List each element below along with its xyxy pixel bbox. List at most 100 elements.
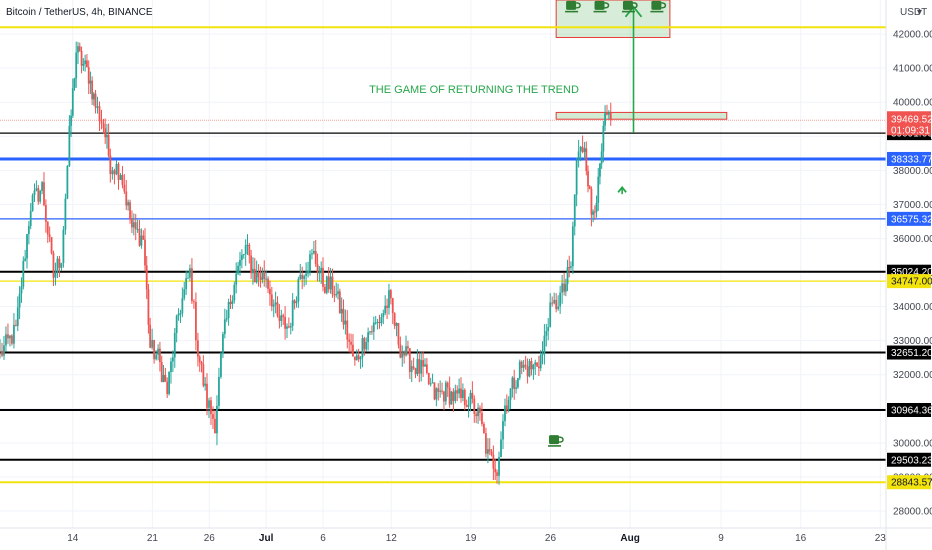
candle-body xyxy=(532,364,535,370)
candle-body xyxy=(195,302,197,341)
candle-body xyxy=(140,235,143,246)
candle-body xyxy=(170,361,172,372)
candle-body xyxy=(193,301,195,303)
candle-body xyxy=(75,52,78,79)
candle-body xyxy=(412,366,415,369)
candle-body xyxy=(164,375,167,382)
candle-body xyxy=(414,368,417,375)
candle-body xyxy=(462,389,464,398)
candle-body xyxy=(607,112,610,115)
currency-label[interactable]: USDT xyxy=(900,7,927,18)
candle-body xyxy=(471,392,474,399)
candle-body xyxy=(125,191,128,206)
candle-body xyxy=(420,360,423,374)
candle-body xyxy=(467,404,470,407)
candle-body xyxy=(20,286,23,294)
candle-body xyxy=(418,359,421,374)
level-label-text: 35024.20 xyxy=(891,267,932,278)
candle-body xyxy=(555,299,558,310)
horizontal-levels-layer xyxy=(0,26,886,484)
candle-body xyxy=(208,400,210,408)
candle-body xyxy=(212,414,214,419)
candle-body xyxy=(450,391,453,405)
price-tick-label: 42000.00 xyxy=(893,30,932,41)
candle-body xyxy=(367,332,370,343)
cup-handle xyxy=(632,2,638,9)
candle-body xyxy=(227,302,230,319)
candle-body xyxy=(255,272,258,283)
candle-body xyxy=(46,221,49,235)
candle-body xyxy=(210,400,212,415)
candle-body xyxy=(48,234,51,238)
candle-body xyxy=(87,67,90,84)
candle-body xyxy=(600,151,603,164)
candle-body xyxy=(534,362,537,365)
candle-body xyxy=(257,272,260,278)
candle-body xyxy=(272,304,275,307)
candle-body xyxy=(286,326,288,329)
candle-body xyxy=(369,331,371,333)
candle-body xyxy=(270,294,273,307)
chart-title: Bitcoin / TetherUS, 4h, BINANCE xyxy=(6,7,153,18)
candle-body xyxy=(496,472,498,476)
candle-body xyxy=(386,305,388,308)
candle-body xyxy=(500,439,502,458)
candle-body xyxy=(181,298,184,314)
candle-body xyxy=(66,165,69,199)
candle-body xyxy=(142,235,145,240)
candle-body xyxy=(431,382,434,384)
candle-body xyxy=(50,237,53,253)
candle-body xyxy=(475,413,478,417)
cup-saucer xyxy=(565,10,579,13)
candle-body xyxy=(70,115,72,126)
candle-body xyxy=(505,405,508,411)
time-tick-label: 21 xyxy=(147,533,159,544)
candle-body xyxy=(204,383,207,386)
currency-dropdown-icon[interactable]: ▾ xyxy=(917,7,922,18)
candle-body xyxy=(253,268,256,283)
candle-body xyxy=(335,293,338,296)
candle-body xyxy=(329,276,332,290)
candle-body xyxy=(229,302,232,305)
candle-body xyxy=(547,326,550,331)
candle-body xyxy=(405,346,407,356)
candle-body xyxy=(92,93,95,100)
price-tick-label: 34000.00 xyxy=(893,302,932,313)
candle-body xyxy=(316,264,319,273)
candle-body xyxy=(68,125,71,166)
candle-body xyxy=(242,254,245,256)
candle-body xyxy=(408,348,411,373)
candle-body xyxy=(469,392,472,405)
countdown-text: 01:09:31 xyxy=(891,125,930,136)
candle-body xyxy=(171,357,174,362)
candle-body xyxy=(597,176,600,203)
candle-body xyxy=(123,184,126,192)
candle-body xyxy=(303,275,306,280)
candle-body xyxy=(265,278,268,280)
price-tick-label: 41000.00 xyxy=(893,64,932,75)
candle-body xyxy=(592,211,595,215)
candle-body xyxy=(225,318,228,320)
level-label-text: 38333.77 xyxy=(891,154,932,165)
candle-body xyxy=(581,146,584,153)
time-tick-label: 26 xyxy=(204,533,216,544)
time-axis[interactable]: 14 21 26 Jul 6 12 19 26 Aug 9 16 23 xyxy=(67,533,886,544)
cup-saucer xyxy=(593,10,607,13)
candle-body xyxy=(524,364,527,367)
level-label-box xyxy=(887,475,931,490)
candle-body xyxy=(322,267,324,287)
coffee-cup-icon xyxy=(621,0,638,13)
candle-body xyxy=(280,315,283,321)
candle-body xyxy=(278,315,281,321)
cup-saucer xyxy=(548,445,562,447)
candle-body xyxy=(115,163,118,175)
small-arrow-head xyxy=(617,185,627,193)
cup-body xyxy=(566,0,577,10)
candle-body xyxy=(233,284,236,301)
candle-body xyxy=(64,198,67,230)
candle-body xyxy=(144,239,146,266)
candle-body xyxy=(252,268,254,274)
candle-body xyxy=(183,289,186,299)
